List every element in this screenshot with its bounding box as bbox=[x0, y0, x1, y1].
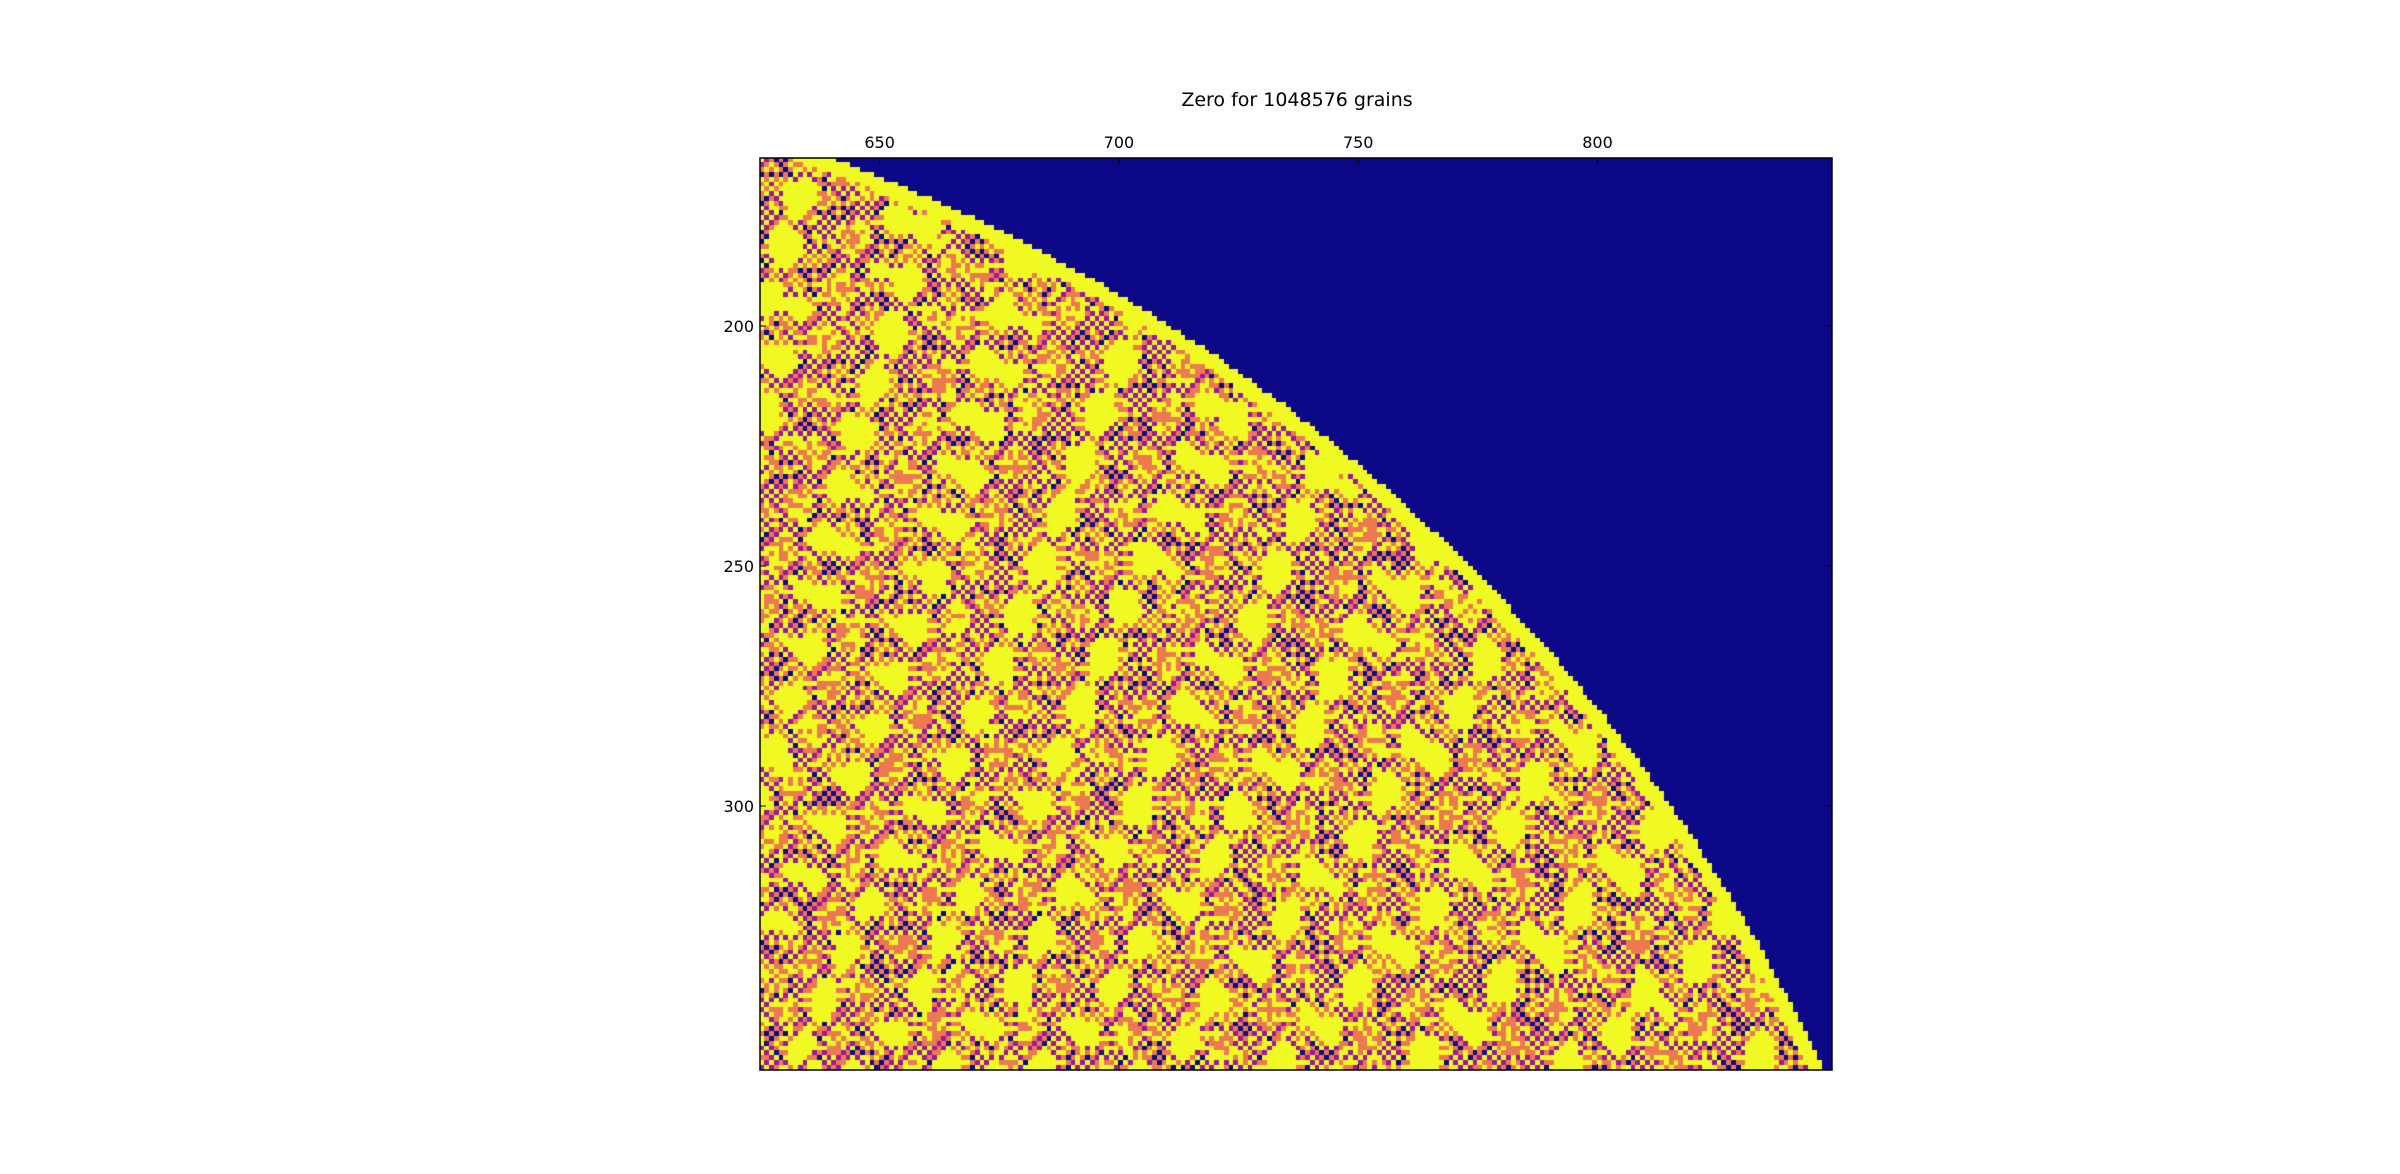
x-tick-label: 700 bbox=[1104, 133, 1135, 152]
y-tick-label: 250 bbox=[723, 557, 754, 576]
x-tick-label: 650 bbox=[864, 133, 895, 152]
x-tick-label: 800 bbox=[1582, 133, 1613, 152]
y-tick-label: 300 bbox=[723, 797, 754, 816]
y-tick-label: 200 bbox=[723, 317, 754, 336]
chart-title: Zero for 1048576 grains bbox=[1181, 89, 1412, 111]
y-axis-left: 200 250 300 bbox=[723, 317, 1832, 816]
heatmap-image bbox=[760, 158, 1832, 1070]
plot-frame bbox=[759, 157, 1833, 1071]
x-axis-top: 650 700 750 800 bbox=[864, 133, 1613, 1070]
x-tick-label: 750 bbox=[1343, 133, 1374, 152]
